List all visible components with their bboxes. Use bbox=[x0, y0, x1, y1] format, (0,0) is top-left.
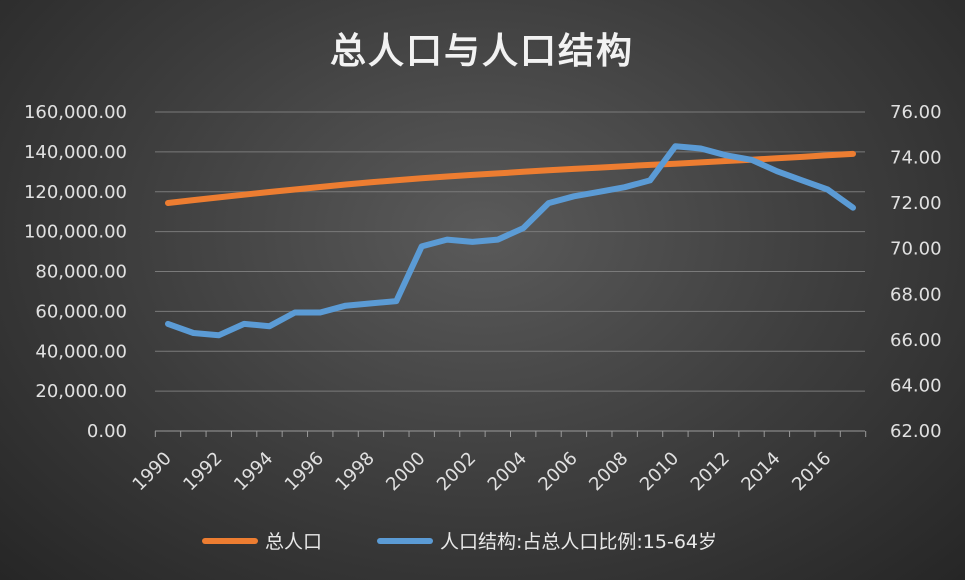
left-tick-label: 120,000.00 bbox=[24, 182, 127, 203]
x-tick-label: 2000 bbox=[382, 448, 429, 495]
x-tick-label: 2012 bbox=[687, 448, 734, 495]
x-tick-label: 2002 bbox=[433, 448, 480, 495]
left-tick-label: 40,000.00 bbox=[35, 341, 127, 362]
legend-label-total-population: 总人口 bbox=[265, 531, 322, 553]
left-tick-label: 80,000.00 bbox=[35, 262, 127, 283]
right-y-axis: 62.00 64.00 66.00 68.00 70.00 72.00 74.00 76.00 bbox=[890, 102, 942, 442]
right-tick-label: 66.00 bbox=[890, 330, 942, 351]
legend-label-population-structure: 人口结构:占总人口比例:15-64岁 bbox=[440, 531, 717, 553]
series-layer bbox=[165, 143, 856, 339]
x-tick-label: 1998 bbox=[331, 448, 378, 495]
x-tick-label: 2014 bbox=[737, 448, 784, 495]
x-tick-label: 1990 bbox=[129, 448, 176, 495]
left-tick-label: 160,000.00 bbox=[24, 102, 127, 123]
x-tick-label: 2010 bbox=[636, 448, 683, 495]
left-tick-label: 0.00 bbox=[87, 421, 127, 442]
left-tick-label: 60,000.00 bbox=[35, 301, 127, 322]
x-tick-label: 2006 bbox=[534, 448, 581, 495]
x-tick-label: 2008 bbox=[585, 448, 632, 495]
left-tick-label: 140,000.00 bbox=[24, 142, 127, 163]
right-tick-label: 64.00 bbox=[890, 375, 942, 396]
x-tick-label: 1994 bbox=[230, 448, 277, 495]
x-tick-label: 1992 bbox=[179, 448, 226, 495]
x-tick-label: 2004 bbox=[484, 448, 531, 495]
right-tick-label: 68.00 bbox=[890, 284, 942, 305]
right-tick-label: 72.00 bbox=[890, 193, 942, 214]
series-line-population-structure bbox=[165, 143, 856, 339]
right-tick-label: 74.00 bbox=[890, 148, 942, 169]
left-y-axis: 0.00 20,000.00 40,000.00 60,000.00 80,000.00… bbox=[24, 102, 127, 442]
chart-title: 总人口与人口结构 bbox=[330, 31, 634, 72]
x-axis: 1990 1992 1994 1996 1998 2000 2002 2004 2006 2008… bbox=[129, 448, 836, 495]
x-tick-label: 1996 bbox=[281, 448, 328, 495]
right-tick-label: 76.00 bbox=[890, 102, 942, 123]
right-tick-label: 70.00 bbox=[890, 239, 942, 260]
right-tick-label: 62.00 bbox=[890, 421, 942, 442]
left-tick-label: 20,000.00 bbox=[35, 381, 127, 402]
x-tick-label: 2016 bbox=[788, 448, 835, 495]
left-tick-label: 100,000.00 bbox=[24, 222, 127, 243]
legend: 总人口 人口结构:占总人口比例:15-64岁 bbox=[202, 531, 717, 553]
